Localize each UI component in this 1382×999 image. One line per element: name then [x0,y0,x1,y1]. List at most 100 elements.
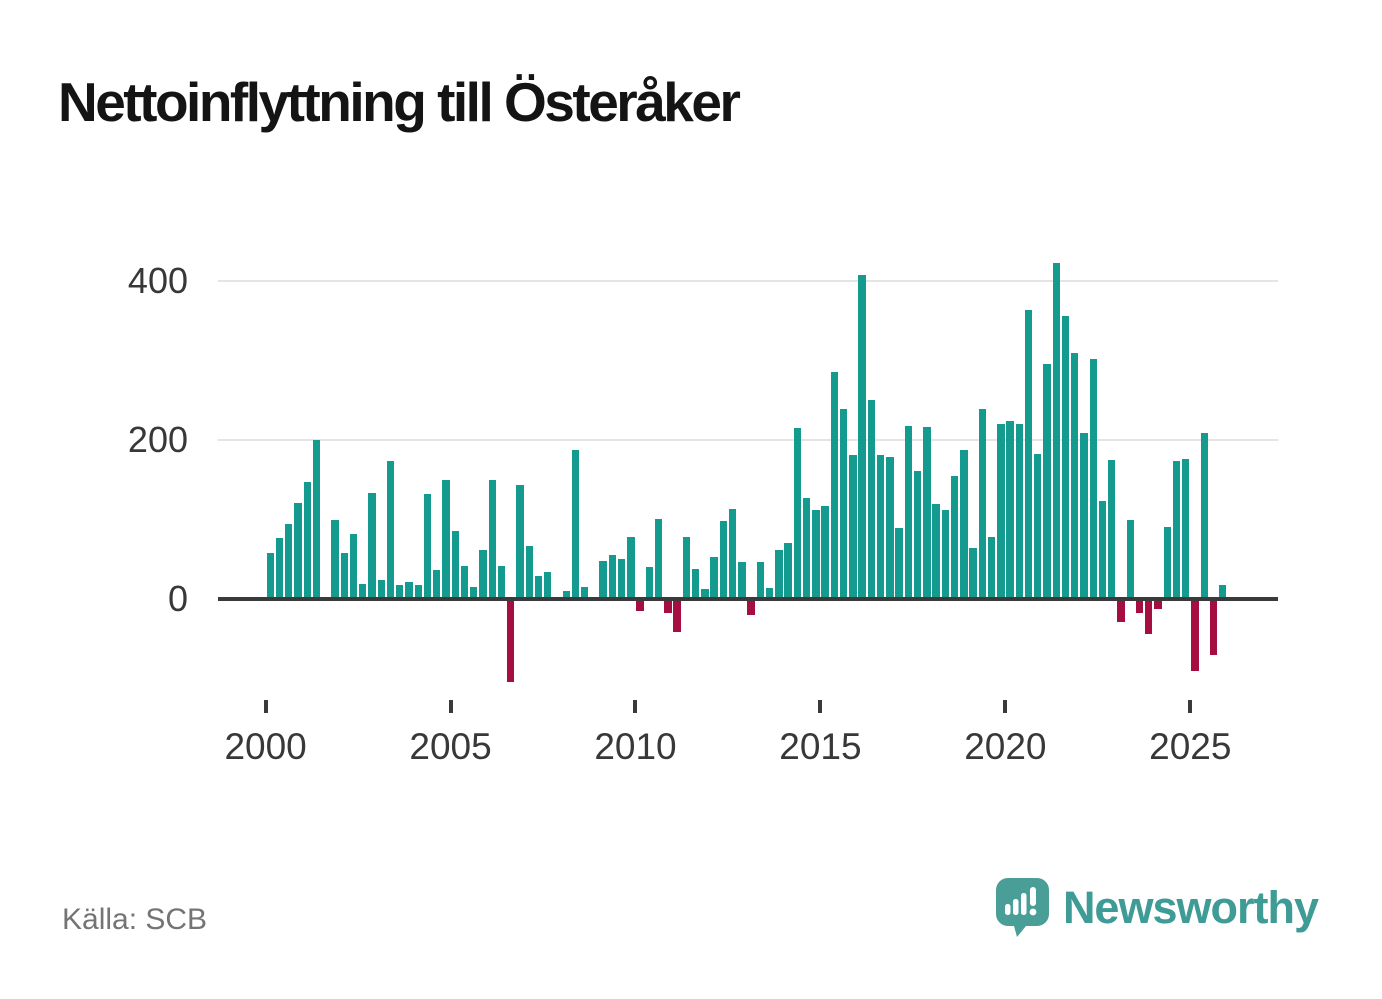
bar [433,570,441,599]
bar [941,509,950,599]
bar [960,449,968,599]
x-axis-tick-2005 [448,700,453,713]
bar [396,584,404,599]
bar [636,599,644,611]
bar [1145,599,1153,634]
bar [488,479,496,599]
bar [1126,520,1134,599]
bar [849,455,857,599]
bar [359,583,367,599]
bar [710,556,718,599]
bar [1015,424,1023,599]
x-axis-zero-line [218,597,1278,601]
bar [340,552,348,599]
bar [1098,501,1107,599]
bar [793,428,802,599]
bar [1163,527,1171,599]
bar [1117,599,1125,623]
bar [802,498,811,599]
bar [1172,461,1181,599]
bar [719,521,728,599]
bar [497,566,506,599]
y-axis-label-400: 400 [127,260,188,301]
bar [784,543,792,599]
bar [580,587,589,599]
bar [534,575,543,599]
newsworthy-wordmark: Newsworthy [1062,882,1319,933]
bar [571,449,580,599]
bar [1219,585,1227,599]
bar [728,509,737,599]
bar [1043,363,1051,599]
bar [470,587,478,599]
bar [1135,599,1144,614]
bar [682,536,691,599]
x-axis-label-2025: 2025 [1149,726,1232,767]
bar [377,579,385,599]
bar [876,455,885,599]
bar [997,424,1005,599]
gridline-400 [218,280,1278,282]
bar [1089,358,1097,599]
bar [664,599,672,613]
bar [275,537,284,599]
bar [1191,599,1199,671]
bar [599,560,607,599]
bar [765,587,774,599]
bar [950,475,959,599]
gridline-200 [218,439,1278,441]
bar [830,372,839,599]
bar [460,566,469,599]
bar [1071,352,1079,599]
bar [525,545,533,599]
bar [544,571,552,599]
y-axis-label-200: 200 [127,419,188,460]
bar [507,599,515,683]
newsworthy-brand: Newsworthy [995,878,1319,938]
x-axis-tick-2020 [1003,700,1008,713]
bar [312,440,321,599]
bar [1154,599,1162,610]
x-axis-label-2015: 2015 [779,726,862,767]
bar [756,562,765,599]
bar [904,425,913,599]
bar [1200,432,1208,599]
bar [895,528,903,599]
bar [673,599,681,632]
bar [562,591,570,599]
bar [747,599,755,615]
x-axis-tick-2010 [633,700,638,713]
bar [978,408,986,599]
bar [1108,459,1116,599]
bar [913,471,922,599]
bar [691,568,700,599]
x-axis-label-2010: 2010 [594,726,677,767]
bar [839,408,848,599]
bar [442,479,450,599]
x-axis-label-2020: 2020 [964,726,1047,767]
bar [349,533,358,599]
bar [1052,262,1060,599]
bar [516,484,524,599]
bar [987,536,996,599]
bar [1182,459,1190,599]
bar [1080,432,1088,599]
bar [608,555,617,599]
page-title: Nettoinflyttning till Österåker [58,71,741,133]
bar [969,548,977,599]
bar [1061,315,1070,599]
bar [738,561,746,599]
bar [331,519,339,599]
bar [285,524,293,599]
bar [368,493,376,599]
source-label: Källa: SCB [62,903,208,936]
bar [479,549,487,599]
bar [303,482,311,599]
bar [451,531,459,599]
bar [386,460,395,599]
bar [617,559,626,599]
bar [405,582,413,599]
x-axis-label-2005: 2005 [409,726,492,767]
y-axis-label-0: 0 [167,578,188,619]
